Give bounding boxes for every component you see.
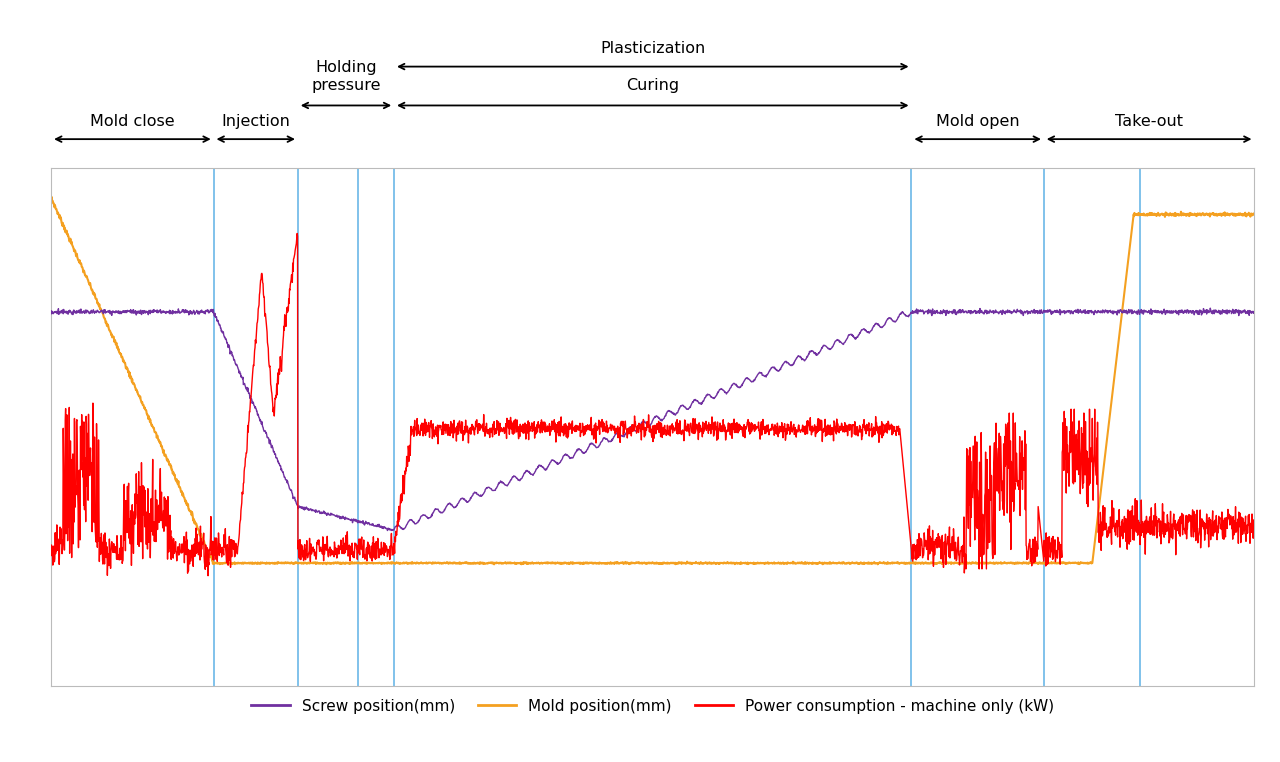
Legend: Screw position(mm), Mold position(mm), Power consumption - machine only (kW): Screw position(mm), Mold position(mm), P…	[246, 693, 1060, 719]
Text: Mold open: Mold open	[936, 114, 1019, 129]
Text: Mold close: Mold close	[90, 114, 175, 129]
Text: Take-out: Take-out	[1115, 114, 1183, 129]
Text: Injection: Injection	[221, 114, 291, 129]
Text: Holding
pressure: Holding pressure	[311, 60, 380, 92]
Text: Curing: Curing	[626, 78, 680, 92]
Text: Plasticization: Plasticization	[600, 41, 705, 56]
